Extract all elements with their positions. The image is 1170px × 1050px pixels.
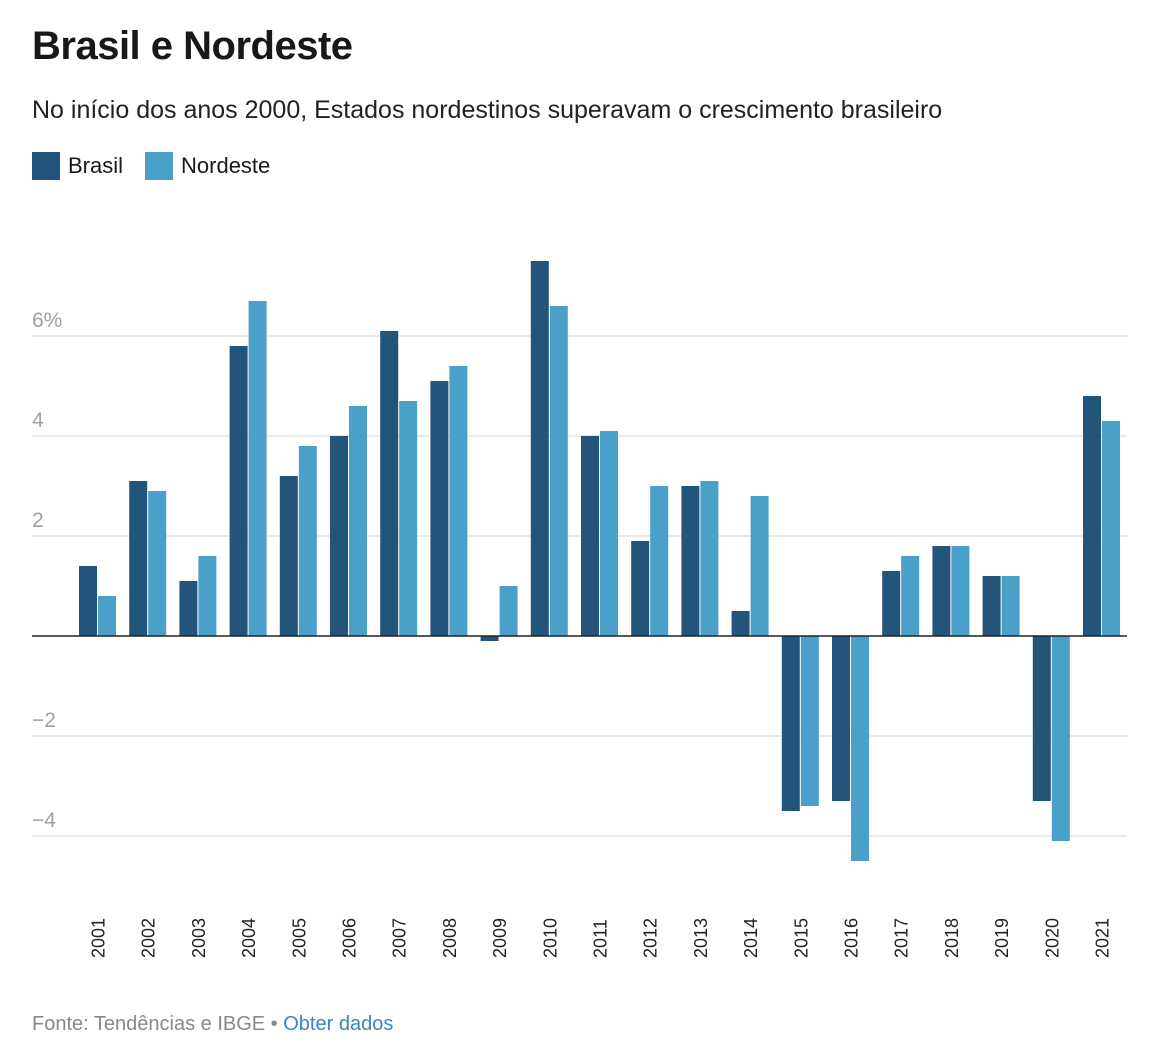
bar-brasil-2019: [982, 576, 1001, 636]
x-tick-label: 2002: [139, 918, 159, 958]
bar-nordeste-2003: [198, 556, 217, 636]
source-text: Fonte: Tendências e IBGE: [32, 1013, 266, 1035]
bar-brasil-2015: [781, 636, 800, 811]
chart-subtitle: No início dos anos 2000, Estados nordest…: [32, 96, 943, 124]
bar-nordeste-2002: [148, 491, 167, 636]
y-tick-label: −2: [32, 709, 56, 732]
bar-nordeste-2013: [700, 481, 719, 636]
legend-label-nordeste: Nordeste: [181, 153, 271, 178]
bar-brasil-2009: [480, 636, 499, 641]
bar-nordeste-2004: [248, 301, 267, 636]
bar-nordeste-2018: [951, 546, 970, 636]
x-tick-label: 2011: [591, 919, 611, 958]
bar-nordeste-2008: [449, 366, 468, 636]
x-tick-label: 2001: [89, 918, 109, 958]
y-tick-label: −4: [32, 809, 56, 832]
bar-nordeste-2001: [98, 596, 116, 636]
x-tick-label: 2005: [289, 918, 309, 958]
legend: Brasil Nordeste: [32, 152, 270, 180]
chart-title: Brasil e Nordeste: [32, 24, 353, 68]
x-tick-label: 2003: [189, 918, 209, 958]
get-data-link[interactable]: Obter dados: [283, 1013, 394, 1035]
bar-brasil-2012: [631, 541, 650, 636]
bar-nordeste-2011: [600, 431, 618, 636]
x-tick-label: 2021: [1093, 918, 1113, 958]
y-tick-label: 4: [32, 409, 44, 432]
x-tick-label: 2009: [490, 918, 510, 958]
separator: •: [270, 1013, 278, 1035]
bar-brasil-2003: [179, 581, 198, 636]
bar-nordeste-2020: [1051, 636, 1070, 841]
bar-nordeste-2019: [1001, 576, 1020, 636]
x-tick-label: 2020: [1042, 918, 1062, 958]
footer: Fonte: Tendências e IBGE • Obter dados: [32, 1013, 393, 1036]
bar-chart: 6% 4 2 −2 −4 2001 2002 2003 2004 2005 2006 2007 2008…: [32, 261, 1127, 958]
bar-nordeste-2007: [399, 401, 418, 636]
bar-brasil-2016: [832, 636, 850, 801]
bar-nordeste-2021: [1102, 421, 1120, 636]
x-tick-label: 2010: [540, 918, 560, 958]
bar-brasil-2006: [330, 436, 348, 636]
x-tick-label: 2008: [440, 918, 460, 958]
x-tick-label: 2017: [892, 918, 912, 958]
y-tick-label: 6%: [32, 309, 62, 332]
bar-nordeste-2015: [800, 636, 819, 806]
bar-brasil-2020: [1032, 636, 1051, 801]
legend-item-nordeste: Nordeste: [145, 152, 270, 180]
legend-swatch-brasil: [32, 152, 60, 180]
x-tick-label: 2015: [791, 918, 811, 958]
bar-brasil-2005: [279, 476, 298, 636]
bar-brasil-2017: [882, 571, 901, 636]
x-tick-label: 2014: [741, 918, 761, 958]
bar-brasil-2013: [681, 486, 700, 636]
bar-brasil-2001: [79, 566, 97, 636]
bar-nordeste-2017: [901, 556, 920, 636]
x-tick-label: 2007: [390, 918, 410, 958]
bar-nordeste-2014: [750, 496, 769, 636]
bar-nordeste-2009: [499, 586, 518, 636]
x-tick-label: 2012: [641, 918, 661, 958]
x-tick-label: 2018: [942, 918, 962, 958]
y-tick-label: 2: [32, 509, 44, 532]
bar-brasil-2010: [530, 261, 549, 636]
legend-item-brasil: Brasil: [32, 152, 123, 180]
bar-nordeste-2010: [549, 306, 568, 636]
bar-brasil-2008: [430, 381, 449, 636]
bar-nordeste-2016: [851, 636, 869, 861]
bar-brasil-2002: [129, 481, 148, 636]
bar-brasil-2021: [1083, 396, 1101, 636]
x-tick-label: 2004: [239, 918, 259, 958]
x-tick-label: 2019: [992, 918, 1012, 958]
x-tick-label: 2006: [340, 918, 360, 958]
bar-nordeste-2005: [298, 446, 317, 636]
bar-nordeste-2006: [349, 406, 367, 636]
x-tick-label: 2016: [842, 918, 862, 958]
legend-label-brasil: Brasil: [68, 153, 124, 178]
legend-swatch-nordeste: [145, 152, 174, 180]
bar-brasil-2011: [581, 436, 599, 636]
bar-brasil-2007: [380, 331, 399, 636]
bar-brasil-2014: [731, 611, 750, 636]
bar-brasil-2018: [932, 546, 951, 636]
x-tick-label: 2013: [691, 918, 711, 958]
bar-nordeste-2012: [650, 486, 669, 636]
bar-brasil-2004: [229, 346, 248, 636]
